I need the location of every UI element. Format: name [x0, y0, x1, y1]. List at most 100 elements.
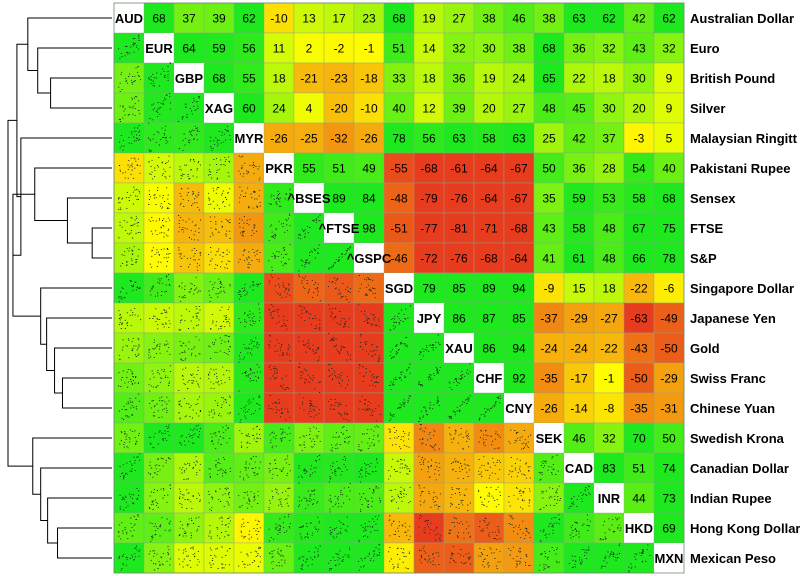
scatter-points	[239, 186, 261, 209]
heatmap-cell	[173, 362, 205, 394]
correlation-value: 40	[392, 102, 406, 116]
diagonal-cell	[144, 33, 174, 63]
heatmap-cell	[173, 542, 205, 574]
correlation-value: 59	[572, 192, 586, 206]
heatmap-cell	[113, 332, 145, 364]
correlation-value: 32	[602, 42, 616, 56]
heatmap-cell	[203, 122, 235, 154]
correlation-value: 2	[306, 42, 313, 56]
heatmap-cell	[233, 272, 265, 304]
heatmap-cell	[503, 422, 535, 454]
heatmap-cell	[383, 152, 415, 184]
scatter-points	[298, 244, 320, 272]
heatmap-cell	[473, 542, 505, 574]
heatmap-cell	[383, 92, 415, 124]
correlation-value: -64	[480, 192, 498, 206]
diagonal-label: JPY	[417, 311, 442, 326]
correlation-value: 27	[512, 102, 526, 116]
correlation-value: -8	[604, 402, 615, 416]
scatter-points	[328, 277, 351, 303]
scatter-points	[358, 395, 381, 422]
heatmap-cell	[323, 152, 355, 184]
scatter-points	[329, 516, 349, 539]
scatter-points	[148, 93, 171, 124]
heatmap-cell	[653, 392, 685, 424]
scatter-points	[148, 457, 171, 478]
heatmap-cell	[623, 302, 655, 334]
currency-name: Gold	[690, 341, 720, 356]
heatmap-cell	[173, 182, 205, 214]
scatter-points	[148, 339, 171, 359]
heatmap-cell	[263, 92, 295, 124]
correlation-value: 36	[572, 42, 586, 56]
currency-name: Australian Dollar	[690, 11, 794, 26]
heatmap-cell	[263, 122, 295, 154]
correlation-value: 23	[362, 12, 376, 26]
correlation-value: -46	[390, 252, 408, 266]
diagonal-cell	[564, 453, 594, 483]
heatmap-cell	[563, 392, 595, 424]
scatter-points	[209, 546, 231, 569]
correlation-value: 58	[482, 132, 496, 146]
heatmap-cell	[143, 392, 175, 424]
correlation-value: -1	[364, 42, 375, 56]
diagonal-cell	[264, 153, 294, 183]
correlation-value: 36	[452, 72, 466, 86]
correlation-value: 83	[602, 462, 616, 476]
scatter-points	[448, 427, 470, 450]
scatter-points	[118, 393, 140, 420]
correlation-value: 13	[302, 12, 316, 26]
heatmap-cell	[353, 182, 385, 214]
correlation-value: 94	[512, 342, 526, 356]
correlation-value: 85	[512, 312, 526, 326]
heatmap-cell	[593, 392, 625, 424]
scatter-points	[568, 546, 590, 568]
correlation-value: -29	[660, 372, 678, 386]
diagonal-label: XAG	[205, 101, 233, 116]
correlation-value: 56	[422, 132, 436, 146]
correlation-value: 24	[272, 102, 286, 116]
correlation-value: 54	[632, 162, 646, 176]
heatmap-cell	[293, 272, 325, 304]
heatmap-cell	[593, 332, 625, 364]
heatmap-cell	[503, 32, 535, 64]
scatter-points	[119, 429, 140, 449]
heatmap-cell	[203, 452, 235, 484]
heatmap-cell	[173, 452, 205, 484]
scatter-points	[178, 305, 201, 331]
heatmap-cell	[473, 422, 505, 454]
heatmap-cell	[293, 242, 325, 274]
correlation-value: 46	[572, 432, 586, 446]
heatmap-cell	[323, 272, 355, 304]
diagonal-cell	[234, 123, 264, 153]
diagonal-label: GBP	[175, 71, 204, 86]
diagonal-cell	[444, 333, 474, 363]
currency-name: Pakistani Rupee	[690, 161, 790, 176]
heatmap-cell	[383, 512, 415, 544]
scatter-points	[149, 273, 171, 297]
scatter-points	[208, 156, 231, 180]
correlation-value: 32	[602, 432, 616, 446]
correlation-value: 36	[572, 162, 586, 176]
correlation-value: 85	[452, 282, 466, 296]
heatmap-cell	[503, 452, 535, 484]
correlation-value: 38	[542, 12, 556, 26]
scatter-points	[358, 543, 381, 571]
correlation-value: 48	[542, 102, 556, 116]
correlation-value: 33	[392, 72, 406, 86]
scatter-points	[208, 516, 231, 540]
correlation-value: -10	[360, 102, 378, 116]
heatmap-cell	[263, 542, 295, 574]
scatter-points	[238, 337, 260, 363]
heatmap-cell	[293, 482, 325, 514]
dendrogram-branch	[16, 43, 28, 198]
scatter-points	[118, 545, 141, 571]
heatmap-cell	[413, 32, 445, 64]
heatmap-cell	[233, 182, 265, 214]
scatter-points	[118, 66, 141, 93]
heatmap-cell	[653, 152, 685, 184]
heatmap-cell	[143, 332, 175, 364]
scatter-points	[268, 395, 291, 421]
correlation-value: -2	[334, 42, 345, 56]
heatmap-cell	[203, 152, 235, 184]
